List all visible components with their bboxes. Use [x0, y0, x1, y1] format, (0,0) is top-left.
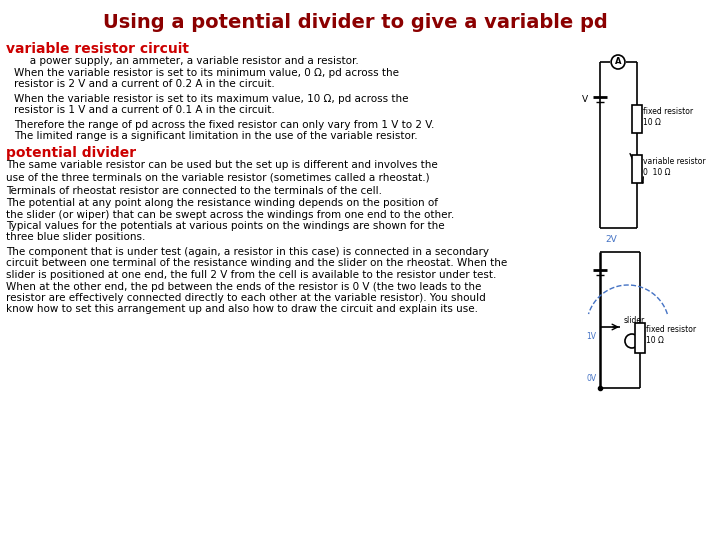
Text: circuit between one terminal of the resistance winding and the slider on the rhe: circuit between one terminal of the resi… — [6, 259, 507, 268]
Bar — [632, 155, 642, 183]
Text: 1V: 1V — [586, 332, 596, 341]
Text: 10 Ω: 10 Ω — [643, 118, 661, 127]
Text: When at the other end, the pd between the ends of the resistor is 0 V (the two l: When at the other end, the pd between th… — [6, 281, 481, 292]
Text: resistor are effectively connected directly to each other at the variable resist: resistor are effectively connected direc… — [6, 293, 486, 303]
Text: When the variable resistor is set to its minimum value, 0 Ω, pd across the: When the variable resistor is set to its… — [14, 68, 399, 78]
Text: 0  10 Ω: 0 10 Ω — [643, 168, 670, 177]
Circle shape — [625, 334, 639, 348]
Text: slider is positioned at one end, the full 2 V from the cell is available to the : slider is positioned at one end, the ful… — [6, 270, 496, 280]
Text: V: V — [582, 94, 588, 104]
Text: Using a potential divider to give a variable pd: Using a potential divider to give a vari… — [103, 12, 608, 31]
Text: 0V: 0V — [586, 374, 596, 383]
Text: resistor is 2 V and a current of 0.2 A in the circuit.: resistor is 2 V and a current of 0.2 A i… — [14, 79, 274, 89]
Text: 10 Ω: 10 Ω — [646, 336, 664, 345]
Text: 2V: 2V — [606, 235, 617, 244]
Circle shape — [611, 55, 625, 69]
Text: potential divider: potential divider — [6, 146, 136, 160]
Text: resistor is 1 V and a current of 0.1 A in the circuit.: resistor is 1 V and a current of 0.1 A i… — [14, 105, 274, 115]
Text: The same variable resistor can be used but the set up is different and involves : The same variable resistor can be used b… — [6, 160, 438, 171]
Bar — [635, 323, 644, 353]
Text: The limited range is a significant limitation in the use of the variable resisto: The limited range is a significant limit… — [14, 131, 418, 141]
Text: use of the three terminals on the variable resistor (sometimes called a rheostat: use of the three terminals on the variab… — [6, 172, 430, 182]
Text: slider: slider — [624, 316, 645, 325]
Text: Therefore the range of pd across the fixed resistor can only vary from 1 V to 2 : Therefore the range of pd across the fix… — [14, 119, 434, 130]
Text: three blue slider positions.: three blue slider positions. — [6, 233, 145, 242]
Bar — [632, 105, 642, 133]
Text: the slider (or wiper) that can be swept across the windings from one end to the : the slider (or wiper) that can be swept … — [6, 210, 454, 219]
Text: know how to set this arrangement up and also how to draw the circuit and explain: know how to set this arrangement up and … — [6, 305, 478, 314]
Text: A: A — [615, 57, 621, 66]
Text: The potential at any point along the resistance winding depends on the position : The potential at any point along the res… — [6, 198, 438, 208]
Text: fixed resistor: fixed resistor — [646, 325, 696, 334]
Text: The component that is under test (again, a resistor in this case) is connected i: The component that is under test (again,… — [6, 247, 489, 257]
Text: Typical values for the potentials at various points on the windings are shown fo: Typical values for the potentials at var… — [6, 221, 444, 231]
Text: fixed resistor: fixed resistor — [643, 107, 693, 116]
Text: a power supply, an ammeter, a variable resistor and a resistor.: a power supply, an ammeter, a variable r… — [19, 56, 359, 66]
Text: variable resistor: variable resistor — [643, 157, 706, 166]
Text: Terminals of rheostat resistor are connected to the terminals of the cell.: Terminals of rheostat resistor are conne… — [6, 186, 382, 197]
Text: variable resistor circuit: variable resistor circuit — [6, 42, 189, 56]
Text: When the variable resistor is set to its maximum value, 10 Ω, pd across the: When the variable resistor is set to its… — [14, 93, 408, 104]
